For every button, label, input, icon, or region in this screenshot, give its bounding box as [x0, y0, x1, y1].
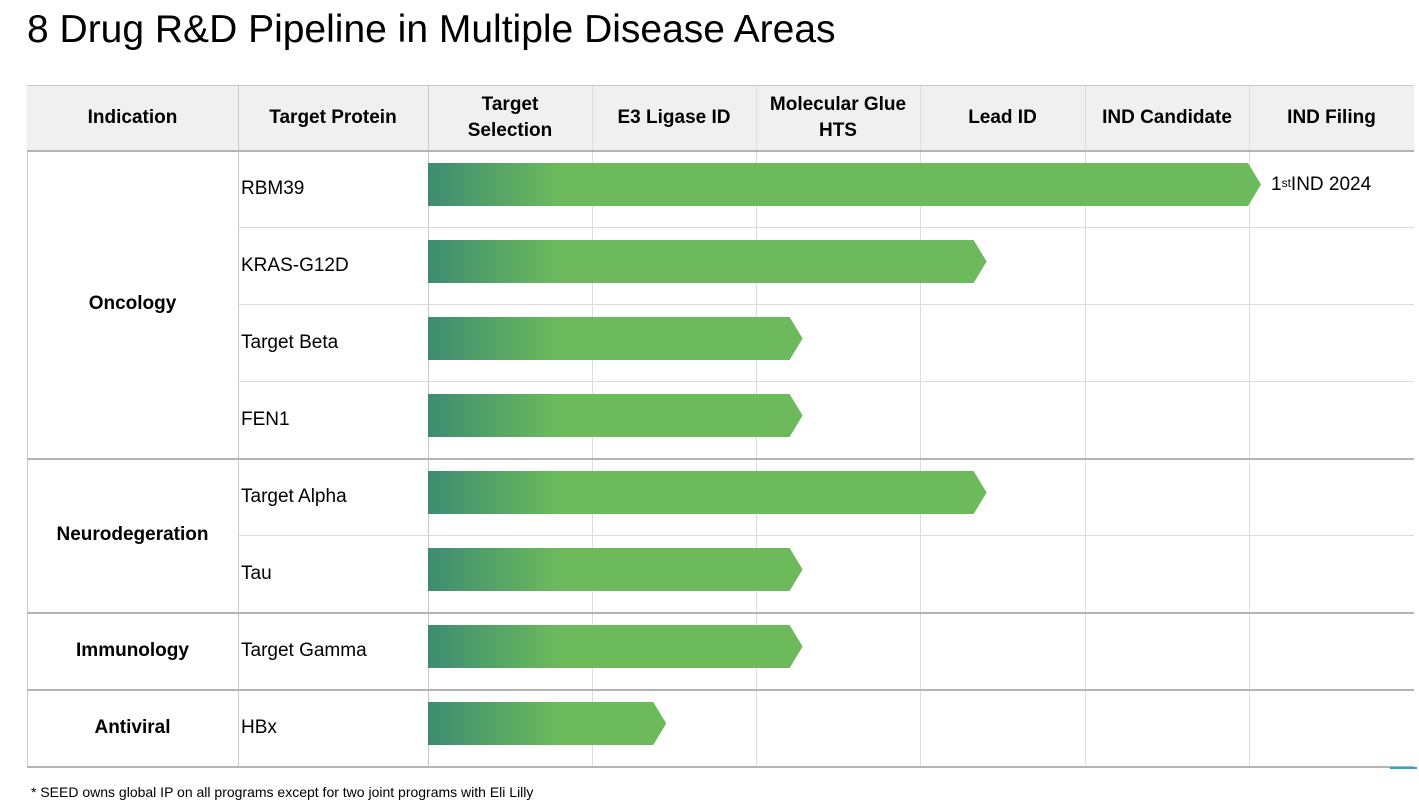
indication-oncology: Oncology: [88, 293, 177, 314]
target-protein-hbx: HBx: [241, 716, 277, 738]
indication-immunology: Immunology: [76, 639, 189, 661]
target-protein-tau: Tau: [241, 562, 272, 584]
column-divider: [238, 86, 239, 768]
column-divider: [1249, 86, 1250, 768]
target-protein-target-alpha: Target Alpha: [241, 485, 347, 507]
column-header-4: Molecular Glue HTS: [769, 94, 907, 141]
column-divider: [920, 86, 921, 768]
group-divider: [27, 689, 1414, 691]
corner-accent: [1390, 767, 1417, 769]
column-header-0: Indication: [87, 107, 178, 128]
progress-bar-kras-g12d: [428, 240, 987, 283]
progress-bar-rbm39: [428, 163, 1261, 206]
column-header-6: IND Candidate: [1102, 107, 1232, 128]
column-header-7: IND Filing: [1287, 107, 1376, 128]
group-divider: [27, 766, 1414, 768]
target-protein-kras-g12d: KRAS-G12D: [241, 254, 349, 276]
column-header-2: Target Selection: [467, 94, 553, 141]
column-header-1: Target Protein: [269, 107, 397, 128]
progress-bar-target-alpha: [428, 471, 987, 514]
indication-neurodegeration: Neurodegeration: [56, 524, 209, 545]
target-protein-rbm39: RBM39: [241, 177, 305, 199]
row-divider: [238, 227, 1414, 228]
column-divider: [1085, 86, 1086, 768]
group-divider: [27, 458, 1414, 460]
row-divider: [238, 535, 1414, 536]
page-title: 8 Drug R&D Pipeline in Multiple Disease …: [27, 8, 836, 51]
row-divider: [238, 304, 1414, 305]
target-protein-target-beta: Target Beta: [241, 331, 339, 353]
row-divider: [238, 381, 1414, 382]
progress-bar-tau: [428, 548, 803, 591]
column-header-5: Lead ID: [968, 107, 1037, 128]
group-divider: [27, 612, 1414, 614]
progress-bar-target-gamma: [428, 625, 803, 668]
progress-bar-target-beta: [428, 317, 803, 360]
progress-bar-hbx: [428, 702, 666, 745]
table-header: [27, 86, 1414, 150]
indication-antiviral: Antiviral: [94, 716, 171, 738]
target-protein-fen1: FEN1: [241, 408, 290, 430]
column-header-3: E3 Ligase ID: [617, 107, 731, 128]
target-protein-target-gamma: Target Gamma: [241, 639, 367, 661]
footnote: * SEED owns global IP on all programs ex…: [31, 784, 534, 800]
progress-bar-fen1: [428, 394, 803, 437]
header-divider: [27, 150, 1414, 152]
pipeline-table: Indication Target Protein Target Selection…: [27, 85, 1414, 768]
